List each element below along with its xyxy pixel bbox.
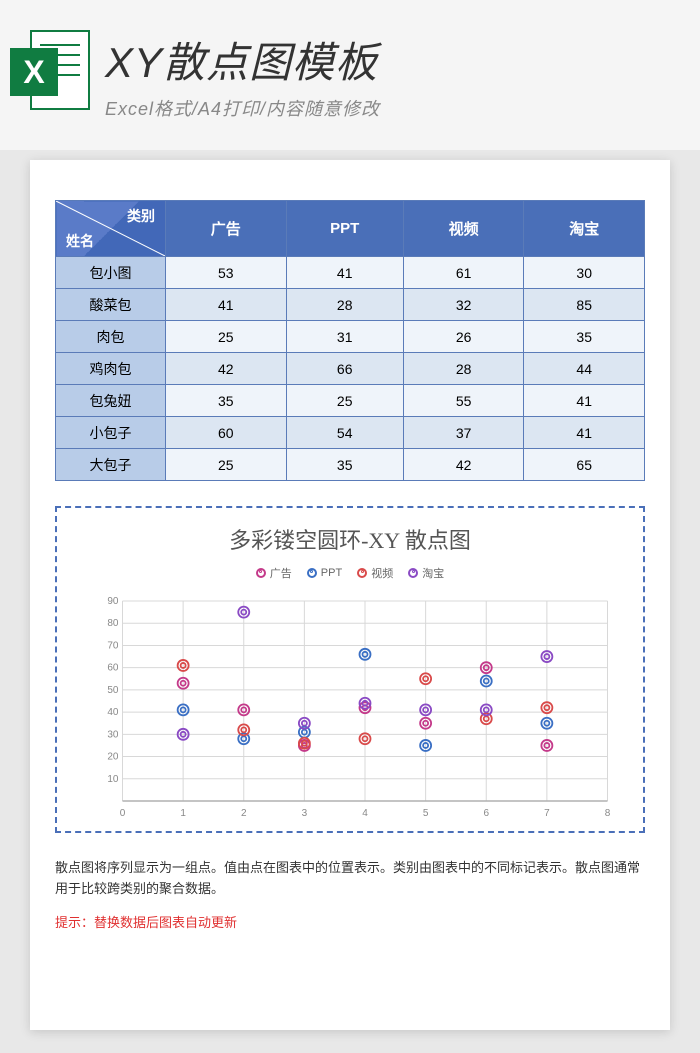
table-row: 包小图53416130 <box>56 257 645 289</box>
svg-text:2: 2 <box>241 808 247 819</box>
document-page: 类别 姓名 广告 PPT 视频 淘宝 包小图53416130酸菜包4128328… <box>30 160 670 1030</box>
data-cell: 30 <box>524 257 645 289</box>
data-cell: 28 <box>403 353 524 385</box>
data-cell: 42 <box>403 449 524 481</box>
template-header: X XY散点图模板 Excel格式/A4打印/内容随意修改 <box>0 0 700 150</box>
data-cell: 31 <box>286 321 403 353</box>
table-row: 大包子25354265 <box>56 449 645 481</box>
data-cell: 41 <box>524 417 645 449</box>
legend-marker-icon <box>307 568 317 578</box>
row-name: 包兔妞 <box>56 385 166 417</box>
legend-label: 视频 <box>371 565 393 581</box>
svg-text:8: 8 <box>605 808 611 819</box>
data-cell: 26 <box>403 321 524 353</box>
svg-text:40: 40 <box>107 707 119 718</box>
data-cell: 42 <box>166 353 287 385</box>
svg-text:20: 20 <box>107 752 119 763</box>
data-cell: 53 <box>166 257 287 289</box>
table-row: 小包子60543741 <box>56 417 645 449</box>
legend-item: 淘宝 <box>408 565 444 581</box>
row-name: 小包子 <box>56 417 166 449</box>
data-cell: 60 <box>166 417 287 449</box>
data-cell: 35 <box>166 385 287 417</box>
data-cell: 66 <box>286 353 403 385</box>
svg-text:7: 7 <box>544 808 550 819</box>
svg-text:3: 3 <box>302 808 308 819</box>
data-cell: 41 <box>524 385 645 417</box>
template-subtitle: Excel格式/A4打印/内容随意修改 <box>105 95 690 121</box>
col-header: PPT <box>286 201 403 257</box>
chart-title: 多彩镂空圆环-XY 散点图 <box>67 523 633 555</box>
svg-text:80: 80 <box>107 618 119 629</box>
scatter-plot: 10 20 30 40 50 60 70 80 90 0 1 2 3 4 5 6 7 8 <box>92 591 623 821</box>
legend-label: 广告 <box>270 565 292 581</box>
data-cell: 28 <box>286 289 403 321</box>
svg-text:50: 50 <box>107 685 119 696</box>
data-cell: 61 <box>403 257 524 289</box>
data-cell: 41 <box>166 289 287 321</box>
svg-text:70: 70 <box>107 640 119 651</box>
svg-text:30: 30 <box>107 729 119 740</box>
svg-text:10: 10 <box>107 774 119 785</box>
legend-label: 淘宝 <box>422 565 444 581</box>
excel-icon: X <box>10 30 90 120</box>
template-title: XY散点图模板 <box>105 29 690 90</box>
table-row: 包兔妞35255541 <box>56 385 645 417</box>
legend-item: 视频 <box>357 565 393 581</box>
data-cell: 37 <box>403 417 524 449</box>
legend-marker-icon <box>408 568 418 578</box>
table-row: 鸡肉包42662844 <box>56 353 645 385</box>
col-header: 淘宝 <box>524 201 645 257</box>
legend-label: PPT <box>321 567 342 579</box>
data-cell: 44 <box>524 353 645 385</box>
svg-text:90: 90 <box>107 596 119 607</box>
row-name: 包小图 <box>56 257 166 289</box>
chart-legend: 广告 PPT 视频 淘宝 <box>67 565 633 581</box>
row-name: 肉包 <box>56 321 166 353</box>
svg-text:5: 5 <box>423 808 429 819</box>
data-cell: 41 <box>286 257 403 289</box>
row-name: 鸡肉包 <box>56 353 166 385</box>
legend-marker-icon <box>357 568 367 578</box>
row-name: 大包子 <box>56 449 166 481</box>
data-cell: 25 <box>166 321 287 353</box>
legend-item: PPT <box>307 565 342 581</box>
hint-text: 提示：替换数据后图表自动更新 <box>55 912 645 931</box>
data-cell: 32 <box>403 289 524 321</box>
diagonal-header: 类别 姓名 <box>56 201 166 257</box>
svg-text:4: 4 <box>362 808 368 819</box>
table-row: 肉包25312635 <box>56 321 645 353</box>
legend-marker-icon <box>256 568 266 578</box>
legend-item: 广告 <box>256 565 292 581</box>
svg-text:1: 1 <box>180 808 186 819</box>
table-row: 酸菜包41283285 <box>56 289 645 321</box>
svg-text:60: 60 <box>107 663 119 674</box>
data-cell: 35 <box>286 449 403 481</box>
data-cell: 35 <box>524 321 645 353</box>
data-cell: 85 <box>524 289 645 321</box>
description-text: 散点图将序列显示为一组点。值由点在图表中的位置表示。类别由图表中的不同标记表示。… <box>55 858 645 900</box>
data-cell: 25 <box>286 385 403 417</box>
data-cell: 54 <box>286 417 403 449</box>
data-cell: 55 <box>403 385 524 417</box>
svg-text:0: 0 <box>120 808 126 819</box>
row-name: 酸菜包 <box>56 289 166 321</box>
data-cell: 65 <box>524 449 645 481</box>
svg-text:6: 6 <box>483 808 489 819</box>
col-header: 广告 <box>166 201 287 257</box>
data-cell: 25 <box>166 449 287 481</box>
chart-container: 多彩镂空圆环-XY 散点图 广告PPT视频淘宝 1020304050607080… <box>55 506 645 833</box>
data-table: 类别 姓名 广告 PPT 视频 淘宝 包小图53416130酸菜包4128328… <box>55 200 645 481</box>
col-header: 视频 <box>403 201 524 257</box>
